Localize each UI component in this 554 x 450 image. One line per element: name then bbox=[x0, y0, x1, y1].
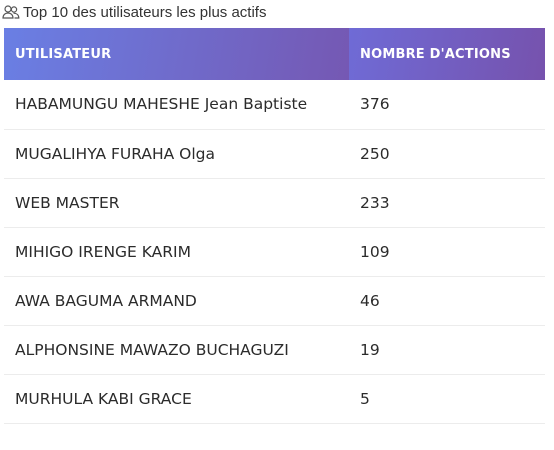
table-row: MURHULA KABI GRACE 5 bbox=[4, 374, 545, 423]
table-row: HABAMUNGU MAHESHE Jean Baptiste 376 bbox=[4, 80, 545, 129]
top-users-table: UTILISATEUR NOMBRE D'ACTIONS HABAMUNGU M… bbox=[4, 28, 545, 424]
top-users-table-container: UTILISATEUR NOMBRE D'ACTIONS HABAMUNGU M… bbox=[4, 28, 545, 424]
user-name-cell: MIHIGO IRENGE KARIM bbox=[15, 242, 191, 261]
user-name-cell: MUGALIHYA FURAHA Olga bbox=[15, 144, 216, 163]
panel-title-text: Top 10 des utilisateurs les plus actifs bbox=[23, 3, 267, 21]
action-count-cell: 233 bbox=[360, 193, 390, 212]
table-row: MIHIGO IRENGE KARIM 109 bbox=[4, 227, 545, 276]
column-header-user[interactable]: UTILISATEUR bbox=[4, 28, 349, 80]
action-count-cell: 46 bbox=[360, 291, 380, 310]
table-body: HABAMUNGU MAHESHE Jean Baptiste 376 MUGA… bbox=[4, 80, 545, 423]
table-row: AWA BAGUMA ARMAND 46 bbox=[4, 276, 545, 325]
user-name-cell: WEB MASTER bbox=[15, 193, 120, 212]
action-count-cell: 376 bbox=[360, 95, 390, 114]
table-row: ALPHONSINE MAWAZO BUCHAGUZI 19 bbox=[4, 325, 545, 374]
table-header: UTILISATEUR NOMBRE D'ACTIONS bbox=[4, 28, 545, 80]
action-count-cell: 19 bbox=[360, 340, 380, 359]
table-header-row: UTILISATEUR NOMBRE D'ACTIONS bbox=[4, 28, 545, 80]
user-name-cell: ALPHONSINE MAWAZO BUCHAGUZI bbox=[15, 340, 289, 359]
user-name-cell: HABAMUNGU MAHESHE Jean Baptiste bbox=[15, 95, 308, 114]
action-count-cell: 250 bbox=[360, 144, 390, 163]
panel-title: Top 10 des utilisateurs les plus actifs bbox=[2, 2, 266, 22]
action-count-cell: 5 bbox=[360, 389, 370, 408]
table-row: WEB MASTER 233 bbox=[4, 178, 545, 227]
user-name-cell: MURHULA KABI GRACE bbox=[15, 389, 192, 408]
table-row: MUGALIHYA FURAHA Olga 250 bbox=[4, 129, 545, 178]
column-header-actions[interactable]: NOMBRE D'ACTIONS bbox=[349, 28, 545, 80]
user-name-cell: AWA BAGUMA ARMAND bbox=[15, 291, 197, 310]
users-icon bbox=[2, 4, 20, 20]
action-count-cell: 109 bbox=[360, 242, 390, 261]
